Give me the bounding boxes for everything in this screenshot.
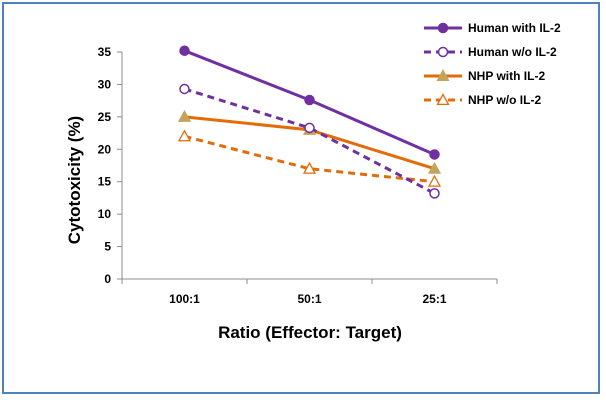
data-point (304, 122, 315, 134)
legend-label: Human w/o IL-2 (468, 45, 557, 59)
legend-marker (437, 46, 449, 58)
y-tick-label: 10 (98, 207, 112, 221)
y-tick-label: 0 (104, 272, 111, 286)
y-tick-label: 15 (98, 175, 112, 189)
x-tick-label: 50:1 (297, 292, 321, 306)
legend-marker (437, 22, 449, 34)
axes (117, 51, 498, 284)
data-point (429, 188, 440, 199)
legend-marker (436, 69, 450, 82)
data-point (179, 83, 190, 95)
x-tick-label: 100:1 (169, 292, 200, 306)
legend: Human with IL-2 Human w/o IL-2 NHP with IL… (424, 21, 561, 107)
data-point (302, 161, 317, 174)
y-tick-label: 30 (98, 77, 112, 91)
y-tick-label: 20 (98, 142, 112, 156)
data-point (427, 174, 442, 187)
legend-label: Human with IL-2 (468, 21, 561, 35)
data-point (177, 110, 192, 122)
data-point (179, 45, 190, 56)
data-point (177, 129, 192, 142)
y-tick-labels: 0 5 10 15 20 25 30 35 (98, 45, 112, 286)
series-markers (177, 45, 442, 199)
legend-label: NHP w/o IL-2 (468, 93, 541, 107)
y-tick-label: 35 (98, 45, 112, 59)
y-tick-label: 25 (98, 110, 112, 124)
x-axis-title: Ratio (Effector: Target) (218, 323, 402, 342)
data-point (304, 94, 315, 106)
x-tick-labels: 100:1 50:1 25:1 (169, 292, 447, 306)
y-tick-label: 5 (104, 240, 111, 254)
x-tick-label: 25:1 (422, 292, 446, 306)
legend-marker (436, 93, 450, 106)
chart-frame (2, 2, 600, 394)
data-point (429, 149, 440, 160)
legend-label: NHP with IL-2 (468, 69, 545, 83)
y-axis-title: Cytotoxicity (%) (65, 116, 84, 244)
data-point (427, 161, 442, 174)
